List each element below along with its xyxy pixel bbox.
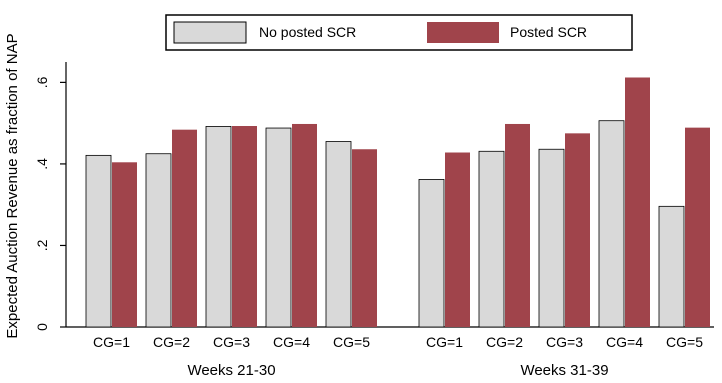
category-label: CG=3 <box>213 334 250 350</box>
bar-no-posted-scr <box>265 127 292 328</box>
legend-swatch-posted-scr <box>427 22 499 43</box>
bar-no-posted-scr <box>598 120 625 328</box>
category-label: CG=3 <box>546 334 583 350</box>
category-label: CG=5 <box>666 334 703 350</box>
category-label: CG=1 <box>426 334 463 350</box>
legend: No posted SCR Posted SCR <box>165 14 633 51</box>
bar-no-posted-scr <box>658 205 685 328</box>
bar-posted-scr <box>172 129 197 327</box>
category-label: CG=1 <box>93 334 130 350</box>
y-axis-label: Expected Auction Revenue as fraction of … <box>4 33 21 338</box>
bar-posted-scr <box>445 152 470 327</box>
bar-no-posted-scr <box>145 153 172 328</box>
bar-no-posted-scr <box>418 179 445 328</box>
y-ticks: 0 .2 .4 .6 <box>34 76 66 331</box>
category-label: CG=4 <box>273 334 310 350</box>
bar-no-posted-scr <box>538 148 565 328</box>
legend-swatch-no-posted-scr <box>173 21 247 44</box>
y-tick-label: .2 <box>34 239 50 251</box>
bar-posted-scr <box>352 149 377 327</box>
bar-posted-scr <box>232 126 257 327</box>
bar-no-posted-scr <box>325 141 352 328</box>
legend-label-posted-scr: Posted SCR <box>510 24 587 40</box>
category-label: CG=2 <box>486 334 523 350</box>
category-label: CG=5 <box>333 334 370 350</box>
bars <box>85 77 710 328</box>
bar-posted-scr <box>685 127 710 327</box>
bar-posted-scr <box>505 123 530 327</box>
y-tick-label: 0 <box>34 323 50 331</box>
bar-posted-scr <box>112 162 137 327</box>
bar-posted-scr <box>565 133 590 327</box>
bar-posted-scr <box>625 77 650 327</box>
group-label: Weeks 31-39 <box>520 362 608 379</box>
category-label: CG=2 <box>153 334 190 350</box>
y-tick-label: .6 <box>34 76 50 88</box>
category-label: CG=4 <box>606 334 643 350</box>
group-label: Weeks 21-30 <box>187 362 275 379</box>
bar-no-posted-scr <box>205 126 232 328</box>
bar-posted-scr <box>292 123 317 327</box>
bar-no-posted-scr <box>478 150 505 328</box>
legend-label-no-posted-scr: No posted SCR <box>259 24 356 40</box>
x-labels: CG=1 CG=2 CG=3 CG=4 CG=5 Weeks 21-30 CG=1 CG=2 C… <box>93 334 703 379</box>
bar-no-posted-scr <box>85 154 112 328</box>
y-tick-label: .4 <box>34 158 50 170</box>
